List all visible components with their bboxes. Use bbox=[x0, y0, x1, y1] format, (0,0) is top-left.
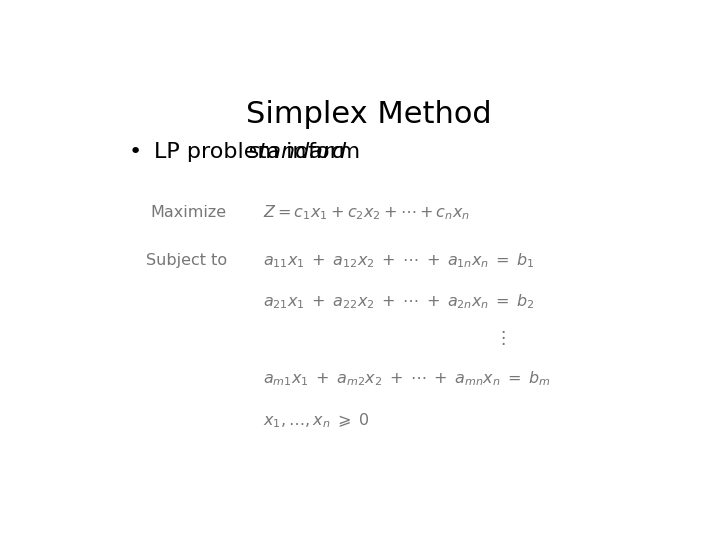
Text: $a_{11}x_1 \;+\; a_{12}x_2 \;+\; \cdots \;+\; a_{1n}x_n \;=\; b_1$: $a_{11}x_1 \;+\; a_{12}x_2 \;+\; \cdots … bbox=[263, 251, 535, 269]
Text: $Z = c_1x_1 + c_2x_2 + \cdots + c_nx_n$: $Z = c_1x_1 + c_2x_2 + \cdots + c_nx_n$ bbox=[263, 203, 470, 222]
Text: Maximize: Maximize bbox=[150, 205, 227, 220]
Text: Subject to: Subject to bbox=[145, 253, 227, 268]
Text: $a_{21}x_1 \;+\; a_{22}x_2 \;+\; \cdots \;+\; a_{2n}x_n \;=\; b_2$: $a_{21}x_1 \;+\; a_{22}x_2 \;+\; \cdots … bbox=[263, 293, 535, 311]
Text: standard: standard bbox=[248, 142, 347, 162]
Text: form: form bbox=[302, 142, 361, 162]
Text: LP problem in: LP problem in bbox=[154, 142, 314, 162]
Text: $a_{m1}x_1 \;+\; a_{m2}x_2 \;+\; \cdots \;+\; a_{mn}x_n \;=\; b_m$: $a_{m1}x_1 \;+\; a_{m2}x_2 \;+\; \cdots … bbox=[263, 369, 550, 388]
Text: •: • bbox=[129, 142, 143, 162]
Text: $x_1, \ldots , x_n \;\geqslant\; 0$: $x_1, \ldots , x_n \;\geqslant\; 0$ bbox=[263, 411, 369, 430]
Text: $\vdots$: $\vdots$ bbox=[495, 328, 506, 347]
Text: Simplex Method: Simplex Method bbox=[246, 100, 492, 129]
